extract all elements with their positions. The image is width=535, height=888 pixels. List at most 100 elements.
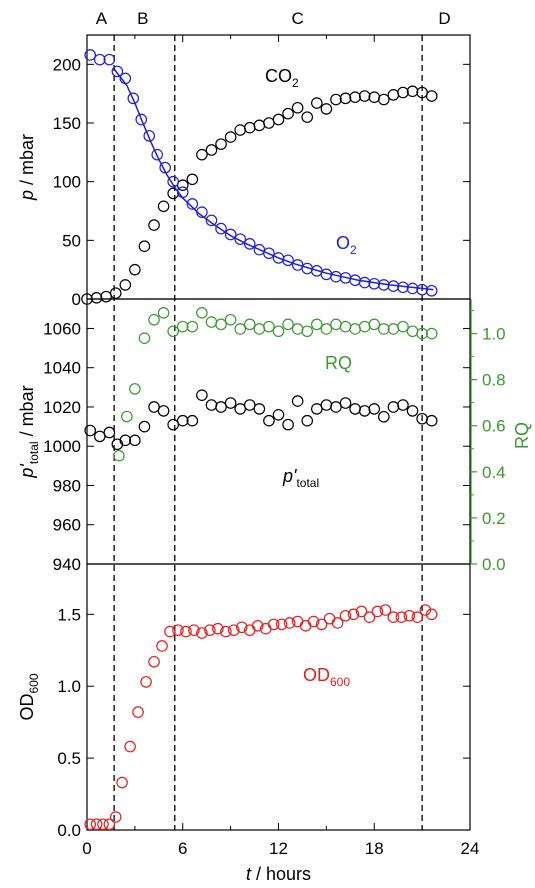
data-point-co2	[81, 293, 93, 305]
data-point-o2	[406, 282, 419, 295]
y-tick-label-gas: 200	[53, 55, 81, 74]
data-point-od600	[109, 811, 122, 823]
data-point-rq	[167, 325, 179, 338]
data-point-rq	[196, 307, 208, 319]
data-point-co2	[129, 263, 141, 276]
data-point-rq	[205, 316, 218, 328]
data-point-ptotal	[84, 424, 96, 437]
data-point-ptotal	[103, 426, 116, 439]
data-point-co2	[263, 117, 275, 129]
data-point-od600	[196, 627, 208, 639]
data-point-ptotal	[138, 420, 151, 433]
y2-axis-label: RQ	[512, 422, 532, 449]
data-point-od600	[188, 624, 200, 636]
data-point-rq	[215, 318, 227, 331]
data-point-od600	[315, 618, 328, 631]
data-point-o2	[84, 49, 96, 61]
data-point-od600	[395, 611, 408, 623]
y2-tick-label: 0.2	[482, 509, 506, 528]
data-point-rq	[406, 325, 419, 338]
y-tick-label-pressure: 1060	[43, 319, 81, 338]
data-point-od600	[275, 618, 288, 631]
data-point-rq	[330, 318, 342, 331]
data-point-od600	[124, 740, 136, 753]
data-point-od600	[84, 818, 96, 831]
data-point-rq	[397, 320, 409, 333]
series-label-od600: OD600	[303, 665, 350, 689]
data-point-co2	[387, 89, 400, 101]
data-point-o2	[151, 148, 164, 161]
x-tick-label-24: 24	[461, 839, 480, 858]
data-point-co2	[157, 200, 170, 213]
y-tick-label-pressure: 940	[53, 555, 81, 574]
data-point-co2	[234, 124, 246, 136]
data-point-ptotal	[129, 434, 141, 447]
y-axis-label-gas: p / mbar	[17, 134, 37, 201]
data-point-co2	[224, 131, 237, 143]
data-point-o2	[159, 161, 171, 174]
data-point-o2	[263, 247, 275, 260]
data-point-rq	[416, 327, 428, 340]
data-point-rq	[234, 323, 246, 335]
data-point-rq	[243, 318, 256, 331]
data-point-od600	[90, 818, 103, 831]
data-point-od600	[425, 608, 438, 621]
data-point-ptotal	[291, 395, 304, 407]
phase-label-c: C	[292, 9, 304, 28]
data-point-o2	[176, 186, 189, 199]
data-point-od600	[172, 624, 184, 636]
data-point-ptotal	[215, 401, 227, 413]
data-point-ptotal	[224, 397, 237, 409]
data-point-od600	[220, 625, 232, 638]
y-tick-label-od: 0.5	[57, 749, 81, 768]
series-label-rq: RQ	[325, 353, 352, 373]
x-axis-label: t / hours	[246, 864, 311, 884]
y-axis-label-pressure: p'total / mbar	[17, 385, 41, 478]
data-point-o2	[127, 92, 140, 105]
data-point-ptotal	[339, 397, 352, 409]
data-point-od600	[363, 611, 376, 623]
data-point-co2	[148, 219, 160, 231]
data-point-co2	[368, 91, 381, 103]
data-point-o2	[425, 284, 438, 297]
data-point-od600	[148, 655, 160, 668]
data-point-ptotal	[330, 401, 342, 413]
data-point-od600	[307, 615, 320, 628]
data-point-o2	[378, 279, 390, 291]
data-point-o2	[186, 198, 199, 210]
data-point-od600	[387, 611, 400, 623]
data-point-od600	[379, 604, 392, 616]
data-point-ptotal	[196, 389, 208, 401]
series-label-co2: CO2	[265, 66, 299, 90]
data-point-o2	[330, 270, 342, 283]
data-point-ptotal	[111, 438, 124, 451]
y-tick-label-od: 0.0	[57, 821, 81, 840]
data-point-ptotal	[167, 418, 179, 431]
data-point-rq	[387, 323, 400, 335]
data-point-co2	[253, 119, 266, 132]
data-point-od600	[291, 615, 304, 628]
data-point-rq	[310, 318, 323, 331]
data-point-od600	[347, 608, 360, 621]
data-point-ptotal	[176, 414, 189, 427]
data-point-ptotal	[368, 403, 381, 415]
data-point-ptotal	[93, 430, 106, 443]
data-point-o2	[397, 281, 409, 294]
data-point-rq	[349, 323, 361, 335]
data-point-ptotal	[282, 418, 294, 431]
data-point-co2	[378, 93, 390, 106]
data-point-rq	[425, 327, 438, 340]
y-tick-label-gas: 50	[62, 231, 81, 250]
y-tick-label-pressure: 1020	[43, 398, 81, 417]
data-point-co2	[119, 279, 132, 291]
data-point-rq	[157, 307, 170, 319]
data-point-o2	[135, 113, 148, 126]
data-point-o2	[215, 222, 227, 235]
data-point-co2	[138, 240, 151, 252]
data-point-rq	[176, 320, 189, 333]
data-point-co2	[196, 148, 208, 161]
data-point-ptotal	[205, 399, 218, 411]
data-point-o2	[243, 238, 256, 250]
data-point-co2	[109, 287, 122, 299]
data-point-ptotal	[234, 403, 246, 415]
